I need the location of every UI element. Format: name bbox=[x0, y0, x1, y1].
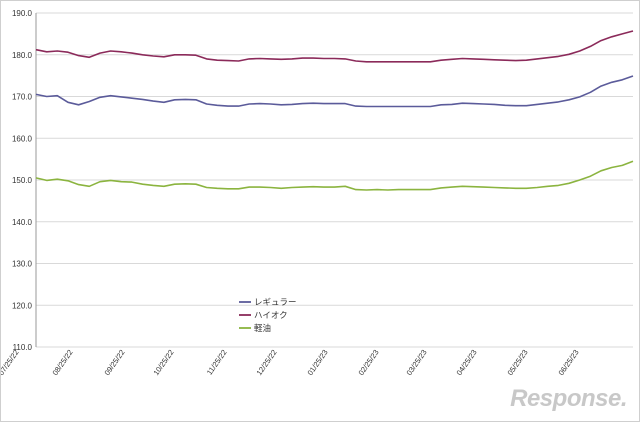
series-line-0 bbox=[35, 75, 634, 108]
series-line-2 bbox=[35, 160, 634, 191]
grid-layer bbox=[35, 12, 633, 348]
x-tick-label: 03/25/23 bbox=[405, 348, 429, 377]
x-tick-label: 02/25/23 bbox=[357, 348, 381, 377]
x-tick-label: 08/25/22 bbox=[51, 348, 75, 377]
y-tick-label: 110.0 bbox=[13, 343, 33, 352]
y-axis-ticks: 110.0 120.0 130.0 140.0 150.0 160.0 170.0 180.0… bbox=[12, 9, 33, 352]
y-tick-label: 130.0 bbox=[12, 260, 33, 269]
y-tick-label: 160.0 bbox=[12, 134, 33, 143]
x-tick-label: 01/25/23 bbox=[306, 348, 330, 377]
x-tick-label: 04/25/23 bbox=[455, 348, 479, 377]
y-tick-label: 120.0 bbox=[12, 301, 33, 310]
y-tick-label: 190.0 bbox=[12, 9, 33, 18]
watermark-logo: Response. bbox=[510, 385, 627, 412]
x-tick-label: 09/25/22 bbox=[103, 348, 127, 377]
legend-label: ハイオク bbox=[254, 311, 288, 321]
x-tick-label: 07/25/22 bbox=[1, 348, 21, 377]
x-tick-label: 10/25/22 bbox=[152, 348, 176, 377]
y-tick-label: 140.0 bbox=[12, 218, 33, 227]
legend-label: 軽油 bbox=[254, 323, 271, 334]
series-layer bbox=[35, 30, 634, 191]
x-tick-label: 11/25/22 bbox=[205, 348, 229, 377]
y-tick-label: 170.0 bbox=[12, 93, 33, 102]
y-tick-label: 180.0 bbox=[12, 51, 33, 60]
series-line-1 bbox=[35, 30, 634, 63]
x-tick-label: 06/25/23 bbox=[557, 348, 581, 377]
x-tick-label: 05/25/23 bbox=[506, 348, 530, 377]
y-tick-label: 150.0 bbox=[12, 176, 33, 185]
x-axis-ticks: 07/25/22 08/25/22 09/25/22 10/25/22 11/25/22… bbox=[1, 348, 581, 377]
legend-label: レギュラー bbox=[254, 298, 297, 308]
x-tick-label: 12/25/22 bbox=[255, 348, 279, 377]
